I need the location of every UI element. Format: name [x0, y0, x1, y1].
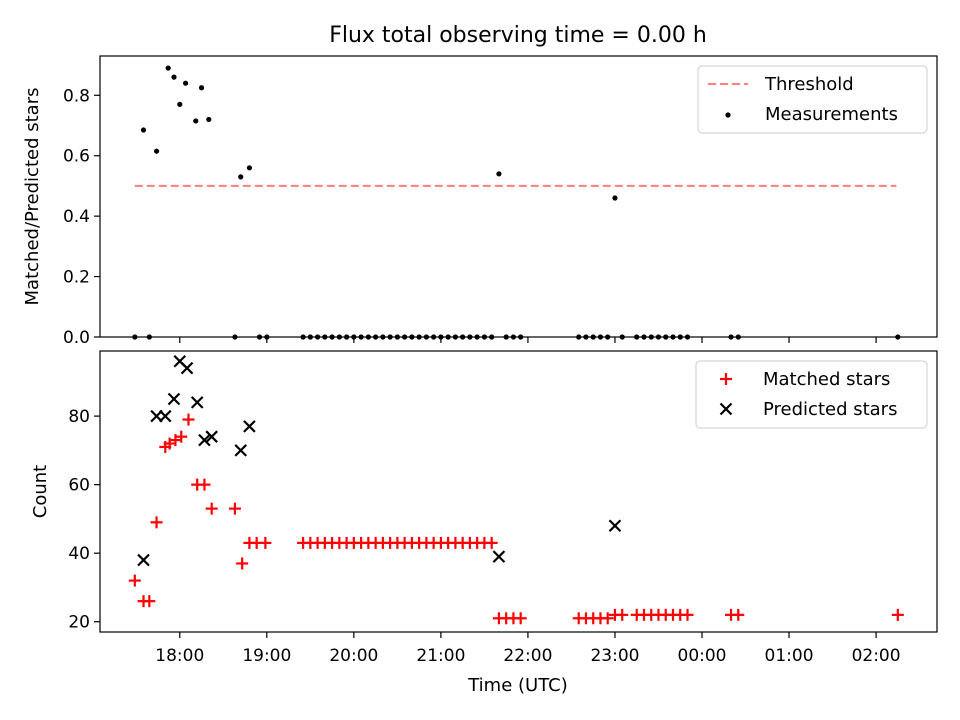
count-legend: Matched stars Predicted stars [695, 360, 928, 429]
matched-stars-legend-label: Matched stars [763, 369, 890, 390]
ratio-legend: Threshold Measurements [697, 65, 928, 134]
y-tick-label: 0.0 [63, 328, 90, 348]
measurement-point [612, 195, 618, 201]
measurement-point [171, 74, 177, 80]
count-y-axis: 20 40 60 80 [68, 407, 100, 633]
x-tick-label: 02:00 [852, 646, 901, 666]
matched-star-point [732, 608, 745, 621]
x-tick-label: 21:00 [416, 646, 465, 666]
matched-star-point [681, 608, 694, 621]
chart-title: Flux total observing time = 0.00 h [329, 23, 707, 48]
predicted-stars-legend-marker [719, 402, 733, 416]
predicted-star-point [205, 430, 218, 443]
predicted-star-point [180, 361, 194, 375]
count-marks [128, 355, 904, 625]
count-axes-frame [99, 350, 938, 633]
measurement-point [193, 118, 199, 124]
predicted-star-point [608, 519, 622, 533]
threshold-legend-label: Threshold [764, 74, 854, 95]
measurement-point [496, 171, 502, 177]
measurement-point [198, 85, 205, 91]
matched-stars-legend-marker [720, 373, 732, 385]
predicted-star-point [198, 433, 211, 447]
predicted-star-point [190, 396, 204, 409]
predicted-star-point [492, 550, 506, 563]
matched-star-point [175, 430, 188, 443]
x-tick-label: 19:00 [242, 646, 291, 666]
ratio-panel: 0.00.20.40.60.8 Matched/Predicted stars … [22, 55, 938, 348]
matched-star-point [205, 502, 218, 515]
matched-star-point [485, 536, 498, 549]
measurement-point [246, 165, 253, 171]
matched-star-point [150, 516, 163, 529]
ratio-y-axis: 0.0 0.2 0.4 0.6 0.8 [63, 86, 100, 348]
matched-star-point [616, 608, 629, 621]
matched-star-point [198, 478, 211, 491]
count-y-axis-label: Count [30, 465, 51, 518]
y-tick-label: 0.2 [63, 268, 90, 288]
predicted-stars-legend-swatch [719, 402, 733, 416]
matched-star-point [228, 502, 241, 515]
ratio-x-axis [179, 337, 877, 343]
matched-star-point [128, 574, 141, 587]
x-tick-label: 23:00 [590, 646, 639, 666]
measurement-point [238, 174, 244, 180]
y-tick-label: 0.8 [63, 86, 90, 106]
matched-star-point [891, 608, 904, 621]
x-tick-label: 18:00 [155, 646, 204, 666]
matched-star-point [514, 612, 527, 625]
predicted-star-point [137, 553, 150, 567]
y-tick-label: 80 [68, 407, 90, 427]
matched-star-point [143, 595, 156, 608]
predicted-star-point [158, 409, 172, 423]
count-panel: 20 40 60 80 18:00 19:00 20:00 21:00 22:00 23:00 0… [30, 350, 938, 696]
y-tick-label: 0.6 [63, 147, 90, 167]
predicted-star-point [234, 444, 247, 457]
measurement-point [165, 65, 171, 71]
predicted-star-point [243, 420, 256, 433]
matched-star-point [182, 413, 195, 426]
ratio-axes-frame [99, 55, 938, 338]
measurements-legend-swatch [725, 112, 731, 118]
x-axis-label: Time (UTC) [467, 675, 568, 696]
x-tick-label: 00:00 [678, 646, 727, 666]
measurements-legend-label: Measurements [765, 104, 898, 125]
y-tick-label: 60 [68, 476, 90, 496]
measurement-point [182, 80, 189, 86]
matched-stars-legend-swatch [720, 373, 732, 385]
y-tick-label: 0.4 [63, 207, 90, 227]
measurement-point [177, 101, 183, 107]
ratio-legend-box [697, 65, 928, 134]
measurement-point [140, 127, 147, 133]
y-tick-label: 20 [68, 613, 90, 633]
measurement-point [153, 148, 160, 154]
predicted-stars-legend-label: Predicted stars [763, 399, 897, 420]
matched-star-point [259, 536, 272, 549]
x-tick-label: 20:00 [329, 646, 378, 666]
count-x-axis: 18:00 19:00 20:00 21:00 22:00 23:00 00:00 01:00… [155, 632, 901, 666]
y-tick-label: 40 [68, 544, 90, 564]
ratio-y-axis-label: Matched/Predicted stars [22, 88, 43, 306]
predicted-star-point [167, 392, 181, 406]
x-tick-label: 01:00 [765, 646, 814, 666]
matched-star-point [601, 612, 614, 625]
measurement-point [206, 116, 212, 123]
x-tick-label: 22:00 [503, 646, 552, 666]
count-legend-box [695, 360, 928, 429]
matched-star-point [236, 557, 249, 570]
